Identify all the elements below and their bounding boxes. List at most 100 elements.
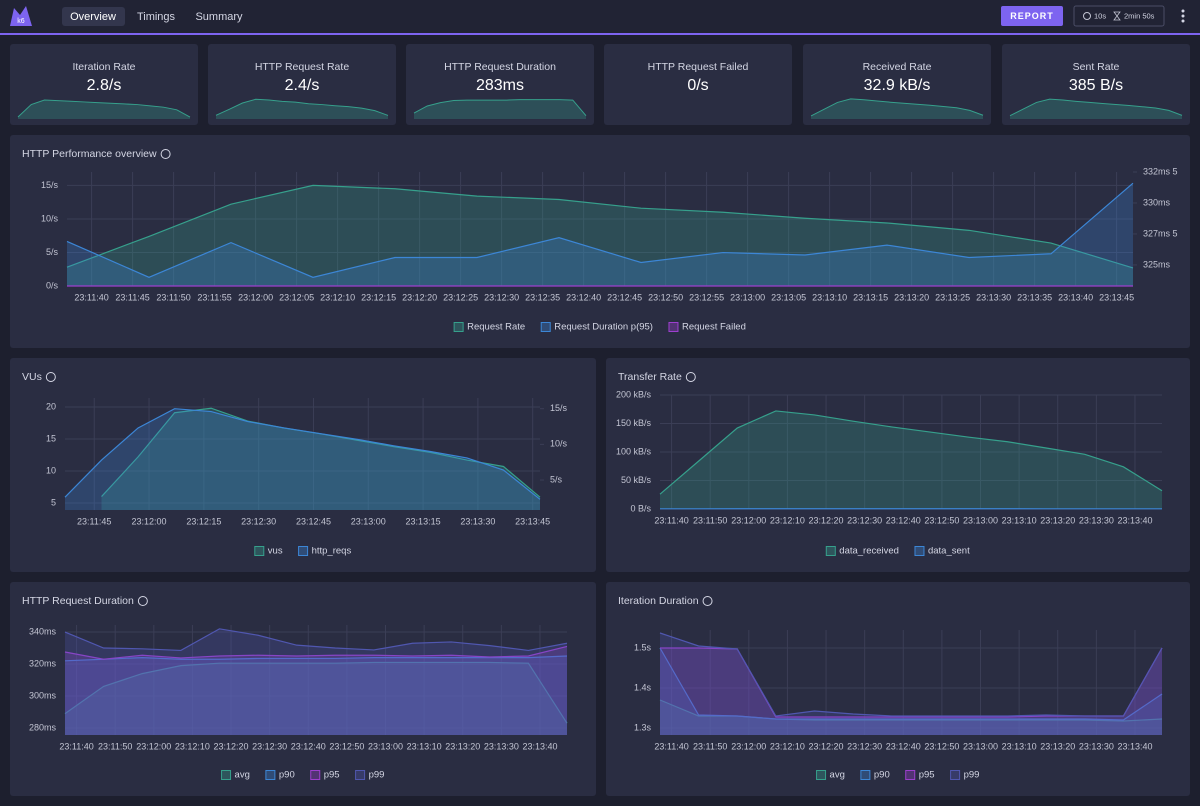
- panel: [606, 582, 1190, 796]
- stat-card: [10, 44, 198, 125]
- stat-value: 0/s: [687, 77, 708, 94]
- series-area: [67, 185, 1133, 286]
- series-area: [101, 408, 541, 510]
- legend-label: p90: [279, 770, 295, 781]
- legend-label: vus: [268, 546, 283, 557]
- duration: 2min 50s: [1124, 11, 1155, 20]
- y-tick-label: 10: [46, 465, 56, 475]
- sparkline: [810, 98, 984, 117]
- panel: [10, 358, 596, 572]
- legend: Request Rate Request Duration p(95) Reques…: [453, 322, 746, 333]
- x-tick-label: 23:11:40: [654, 515, 688, 525]
- x-tick-label: 23:12:00: [731, 515, 766, 525]
- x-tick-label: 23:12:00: [136, 741, 171, 751]
- y2-tick-label: 330ms: [1143, 197, 1171, 207]
- x-tick-label: 23:12:50: [924, 741, 959, 751]
- y-tick-label: 280ms: [29, 722, 57, 732]
- legend-label: p99: [369, 770, 385, 781]
- x-tick-label: 23:12:50: [648, 292, 683, 302]
- series-area: [660, 700, 1162, 735]
- x-tick-label: 23:13:45: [515, 516, 550, 526]
- sparkline-area: [811, 98, 983, 119]
- x-tick-label: 23:12:50: [329, 741, 364, 751]
- x-tick-label: 23:11:45: [115, 292, 149, 302]
- x-tick-label: 23:13:25: [935, 292, 970, 302]
- x-tick-label: 23:11:40: [654, 741, 688, 751]
- series-line: [64, 408, 541, 500]
- sparkline: [215, 98, 389, 116]
- x-tick-label: 23:13:35: [1017, 292, 1052, 302]
- tab[interactable]: Timings: [137, 11, 176, 23]
- stat-value: 385 B/s: [1069, 77, 1123, 94]
- stat-title: Iteration Rate: [72, 61, 135, 73]
- legend-swatch: [825, 546, 836, 556]
- x-tick-label: 23:13:15: [853, 292, 888, 302]
- legend-label: p95: [324, 770, 340, 781]
- x-tick-label: 23:13:40: [1058, 292, 1093, 302]
- chart-title: Iteration Duration: [618, 595, 699, 607]
- report-button[interactable]: [1001, 6, 1063, 26]
- legend-swatch: [950, 770, 961, 780]
- x-tick-label: 23:13:20: [1040, 515, 1075, 525]
- tab[interactable]: Summary: [195, 11, 243, 23]
- legend-label: Request Failed: [682, 322, 746, 333]
- x-tick-label: 23:13:30: [1079, 741, 1114, 751]
- x-tick-label: 23:11:50: [693, 741, 727, 751]
- series-area: [67, 183, 1133, 286]
- x-tick-label: 23:12:00: [132, 516, 167, 526]
- logo: k6: [17, 18, 25, 25]
- legend-swatch: [540, 322, 551, 332]
- legend-swatch: [453, 322, 464, 332]
- header-border: [0, 33, 1200, 35]
- x-tick-label: 23:12:05: [279, 292, 314, 302]
- x-tick-label: 23:12:30: [484, 292, 519, 302]
- x-tick-label: 23:13:10: [1002, 741, 1037, 751]
- stat-value: 32.9 kB/s: [864, 77, 931, 94]
- x-tick-label: 23:12:35: [525, 292, 560, 302]
- series-line: [64, 628, 568, 652]
- report-label[interactable]: REPORT: [1010, 11, 1054, 21]
- x-tick-label: 23:12:10: [175, 741, 210, 751]
- x-tick-label: 23:13:00: [351, 516, 386, 526]
- y-tick-label: 10/s: [41, 213, 59, 223]
- x-tick-label: 23:12:25: [443, 292, 478, 302]
- stat-card: [604, 44, 792, 125]
- legend-swatch: [860, 770, 871, 780]
- x-tick-label: 23:12:30: [847, 741, 882, 751]
- stat-card: [208, 44, 396, 125]
- x-tick-label: 23:13:10: [1002, 515, 1037, 525]
- stat-value: 2.4/s: [285, 77, 320, 94]
- x-tick-label: 23:12:20: [809, 515, 844, 525]
- legend-swatch: [668, 322, 679, 332]
- hourglass-icon: [1113, 11, 1121, 21]
- info-icon: [160, 149, 171, 159]
- legend-swatch: [254, 546, 265, 556]
- y-tick-label: 15/s: [41, 180, 59, 190]
- info-icon: [685, 372, 696, 382]
- header-bar: [0, 0, 1200, 33]
- x-tick-label: 23:12:40: [886, 515, 921, 525]
- x-tick-label: 23:12:10: [770, 741, 805, 751]
- sparkline-area: [18, 99, 190, 119]
- series-area: [65, 408, 540, 510]
- y-tick-label: 0 B/s: [630, 503, 651, 513]
- series-line: [64, 661, 568, 724]
- stat-title: Received Rate: [863, 61, 932, 73]
- x-tick-label: 23:12:40: [291, 741, 326, 751]
- legend: vus http_reqs: [254, 546, 351, 557]
- menu-button[interactable]: [1181, 9, 1185, 23]
- x-tick-label: 23:12:15: [361, 292, 396, 302]
- y2-tick-label: 15/s: [550, 403, 568, 413]
- stat-title: Sent Rate: [1073, 61, 1120, 73]
- interval: 10s: [1094, 11, 1106, 20]
- y2-tick-label: 10/s: [550, 439, 568, 449]
- y2-tick-label: 5/s: [550, 474, 563, 484]
- x-tick-label: 23:13:30: [976, 292, 1011, 302]
- legend-label: avg: [830, 770, 845, 781]
- x-tick-label: 23:13:30: [460, 516, 495, 526]
- tab[interactable]: Overview: [70, 11, 116, 23]
- series-area: [65, 662, 567, 735]
- legend-swatch: [265, 770, 276, 780]
- x-tick-label: 23:13:10: [812, 292, 847, 302]
